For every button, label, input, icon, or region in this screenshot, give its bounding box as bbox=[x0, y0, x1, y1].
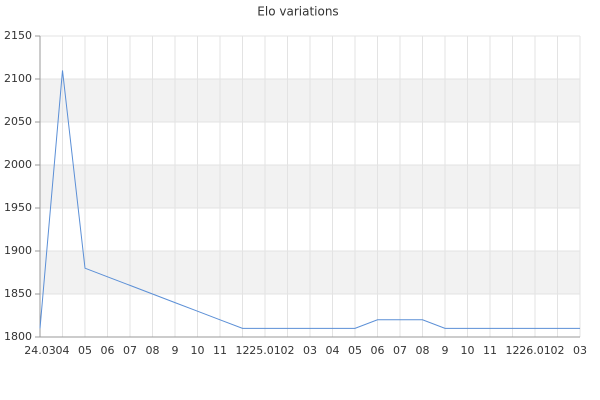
x-tick-label: 03 bbox=[573, 344, 587, 357]
y-tick-label: 1950 bbox=[4, 201, 32, 214]
x-tick-label: 10 bbox=[191, 344, 205, 357]
x-tick-label: 12 bbox=[506, 344, 520, 357]
x-tick-label: 24.03 bbox=[24, 344, 56, 357]
x-tick-label: 07 bbox=[393, 344, 407, 357]
y-tick-label: 2150 bbox=[4, 29, 32, 42]
x-tick-label: 9 bbox=[442, 344, 449, 357]
x-tick-label: 10 bbox=[461, 344, 475, 357]
y-tick-label: 2100 bbox=[4, 72, 32, 85]
x-tick-label: 08 bbox=[146, 344, 160, 357]
x-tick-label: 06 bbox=[371, 344, 385, 357]
x-tick-label: 08 bbox=[416, 344, 430, 357]
x-tick-label: 25.01 bbox=[249, 344, 281, 357]
x-tick-label: 04 bbox=[56, 344, 70, 357]
y-tick-label: 2000 bbox=[4, 158, 32, 171]
x-tick-label: 05 bbox=[78, 344, 92, 357]
y-tick-label: 1850 bbox=[4, 287, 32, 300]
x-tick-label: 26.01 bbox=[519, 344, 551, 357]
x-tick-label: 04 bbox=[326, 344, 340, 357]
x-tick-label: 03 bbox=[303, 344, 317, 357]
x-tick-label: 02 bbox=[281, 344, 295, 357]
x-tick-label: 11 bbox=[483, 344, 497, 357]
x-tick-label: 07 bbox=[123, 344, 137, 357]
x-tick-label: 9 bbox=[172, 344, 179, 357]
y-tick-label: 1800 bbox=[4, 330, 32, 343]
y-tick-label: 1900 bbox=[4, 244, 32, 257]
x-tick-label: 06 bbox=[101, 344, 115, 357]
chart-title: Elo variations bbox=[257, 5, 338, 19]
y-tick-label: 2050 bbox=[4, 115, 32, 128]
x-tick-label: 05 bbox=[348, 344, 362, 357]
x-tick-label: 11 bbox=[213, 344, 227, 357]
x-tick-label: 02 bbox=[551, 344, 565, 357]
x-tick-label: 12 bbox=[236, 344, 250, 357]
line bbox=[39, 70, 580, 329]
